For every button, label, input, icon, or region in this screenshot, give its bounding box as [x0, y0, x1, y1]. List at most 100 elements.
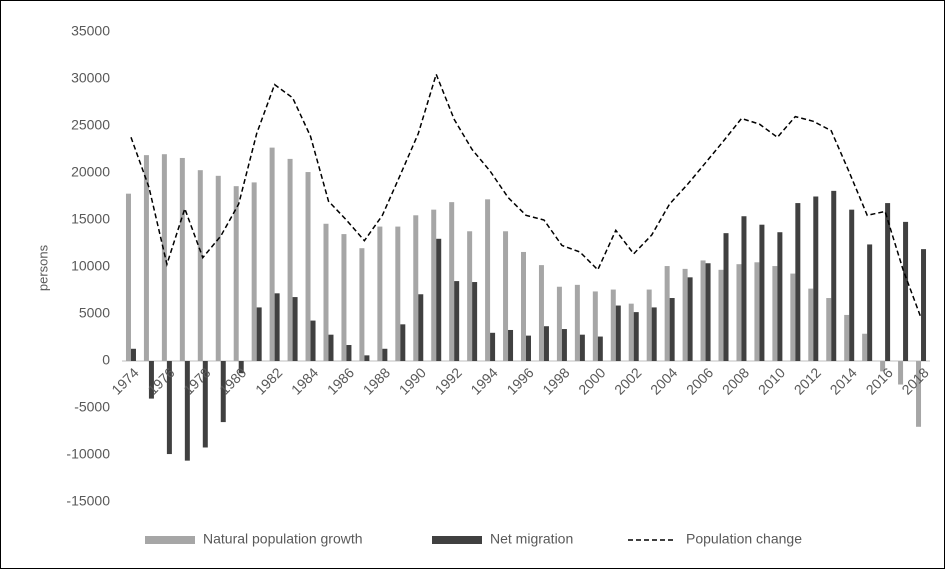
bar	[400, 324, 406, 361]
bar	[723, 233, 729, 361]
y-tick-label: -15000	[66, 493, 110, 509]
bar	[597, 336, 603, 361]
bar	[795, 203, 801, 361]
bar	[759, 224, 765, 361]
bar	[862, 333, 868, 361]
bar	[377, 226, 383, 361]
bar	[521, 251, 526, 361]
bar	[197, 170, 203, 361]
bar	[700, 260, 706, 361]
bar	[633, 312, 639, 361]
bar	[431, 209, 437, 361]
bar	[538, 265, 544, 361]
bar	[664, 266, 670, 361]
bar	[526, 335, 531, 361]
bar	[436, 238, 442, 361]
bar	[166, 361, 172, 455]
bar	[202, 361, 208, 448]
bar	[179, 157, 185, 361]
bar	[238, 361, 244, 374]
bar	[454, 281, 460, 361]
bar	[736, 264, 742, 361]
bar	[256, 307, 262, 361]
bar	[251, 182, 257, 361]
y-tick-label: 10000	[71, 258, 110, 274]
bar	[579, 334, 585, 361]
bar	[287, 158, 293, 361]
bar	[472, 282, 478, 361]
legend-swatch	[432, 536, 482, 544]
bar	[777, 232, 783, 361]
bar	[292, 297, 298, 361]
bar	[916, 361, 922, 427]
bar	[898, 361, 904, 385]
legend-label: Net migration	[490, 531, 573, 547]
bar	[395, 226, 401, 361]
bar	[323, 223, 329, 361]
bar	[718, 269, 724, 361]
bar	[813, 196, 819, 361]
bar	[490, 332, 496, 361]
y-tick-label: -5000	[74, 399, 110, 415]
y-tick-label: 30000	[71, 70, 110, 86]
bar	[610, 289, 616, 361]
bar	[143, 155, 149, 361]
bar	[808, 288, 814, 361]
y-tick-label: 20000	[71, 164, 110, 180]
bar	[669, 298, 675, 361]
bar	[741, 216, 747, 361]
bar	[346, 345, 352, 361]
y-axis-label: persons	[35, 244, 50, 291]
bar	[844, 314, 850, 361]
bar	[651, 307, 657, 361]
y-tick-label: 15000	[71, 211, 110, 227]
bar	[646, 289, 652, 361]
bar	[574, 284, 580, 361]
bar	[903, 221, 909, 361]
bar	[328, 334, 334, 361]
bar	[628, 303, 634, 361]
line	[130, 72, 922, 319]
bar	[772, 266, 778, 361]
bar	[215, 175, 221, 361]
bar	[921, 249, 927, 361]
bar	[233, 186, 239, 361]
legend-label: Natural population growth	[203, 531, 363, 547]
bar	[687, 277, 693, 361]
bar	[503, 231, 509, 361]
bar	[615, 305, 621, 361]
bar	[543, 326, 549, 361]
bar	[130, 348, 136, 361]
bar	[449, 202, 455, 361]
bar	[885, 203, 891, 361]
y-tick-label: 0	[102, 352, 110, 368]
bar	[364, 355, 370, 361]
bar	[382, 348, 388, 361]
bar	[148, 361, 154, 399]
bar	[467, 231, 473, 361]
bar	[592, 291, 598, 361]
bar	[418, 294, 424, 361]
bar	[880, 361, 886, 372]
bar	[305, 172, 311, 361]
bar	[274, 293, 280, 361]
y-tick-label: 25000	[71, 117, 110, 133]
bar	[556, 286, 562, 361]
legend-label: Population change	[686, 531, 802, 547]
bar	[485, 199, 491, 361]
bar	[161, 154, 167, 361]
bar	[849, 209, 855, 361]
bar	[754, 262, 760, 361]
bar	[561, 329, 567, 361]
y-tick-label: 35000	[71, 23, 110, 39]
bar	[220, 361, 226, 423]
bar	[341, 234, 347, 361]
bar	[867, 244, 873, 361]
bar	[508, 329, 514, 361]
bar	[413, 215, 419, 361]
y-tick-label: 5000	[79, 305, 110, 321]
y-tick-label: -10000	[66, 446, 110, 462]
bar	[831, 190, 837, 361]
legend-swatch	[145, 536, 195, 544]
bar	[310, 320, 316, 361]
